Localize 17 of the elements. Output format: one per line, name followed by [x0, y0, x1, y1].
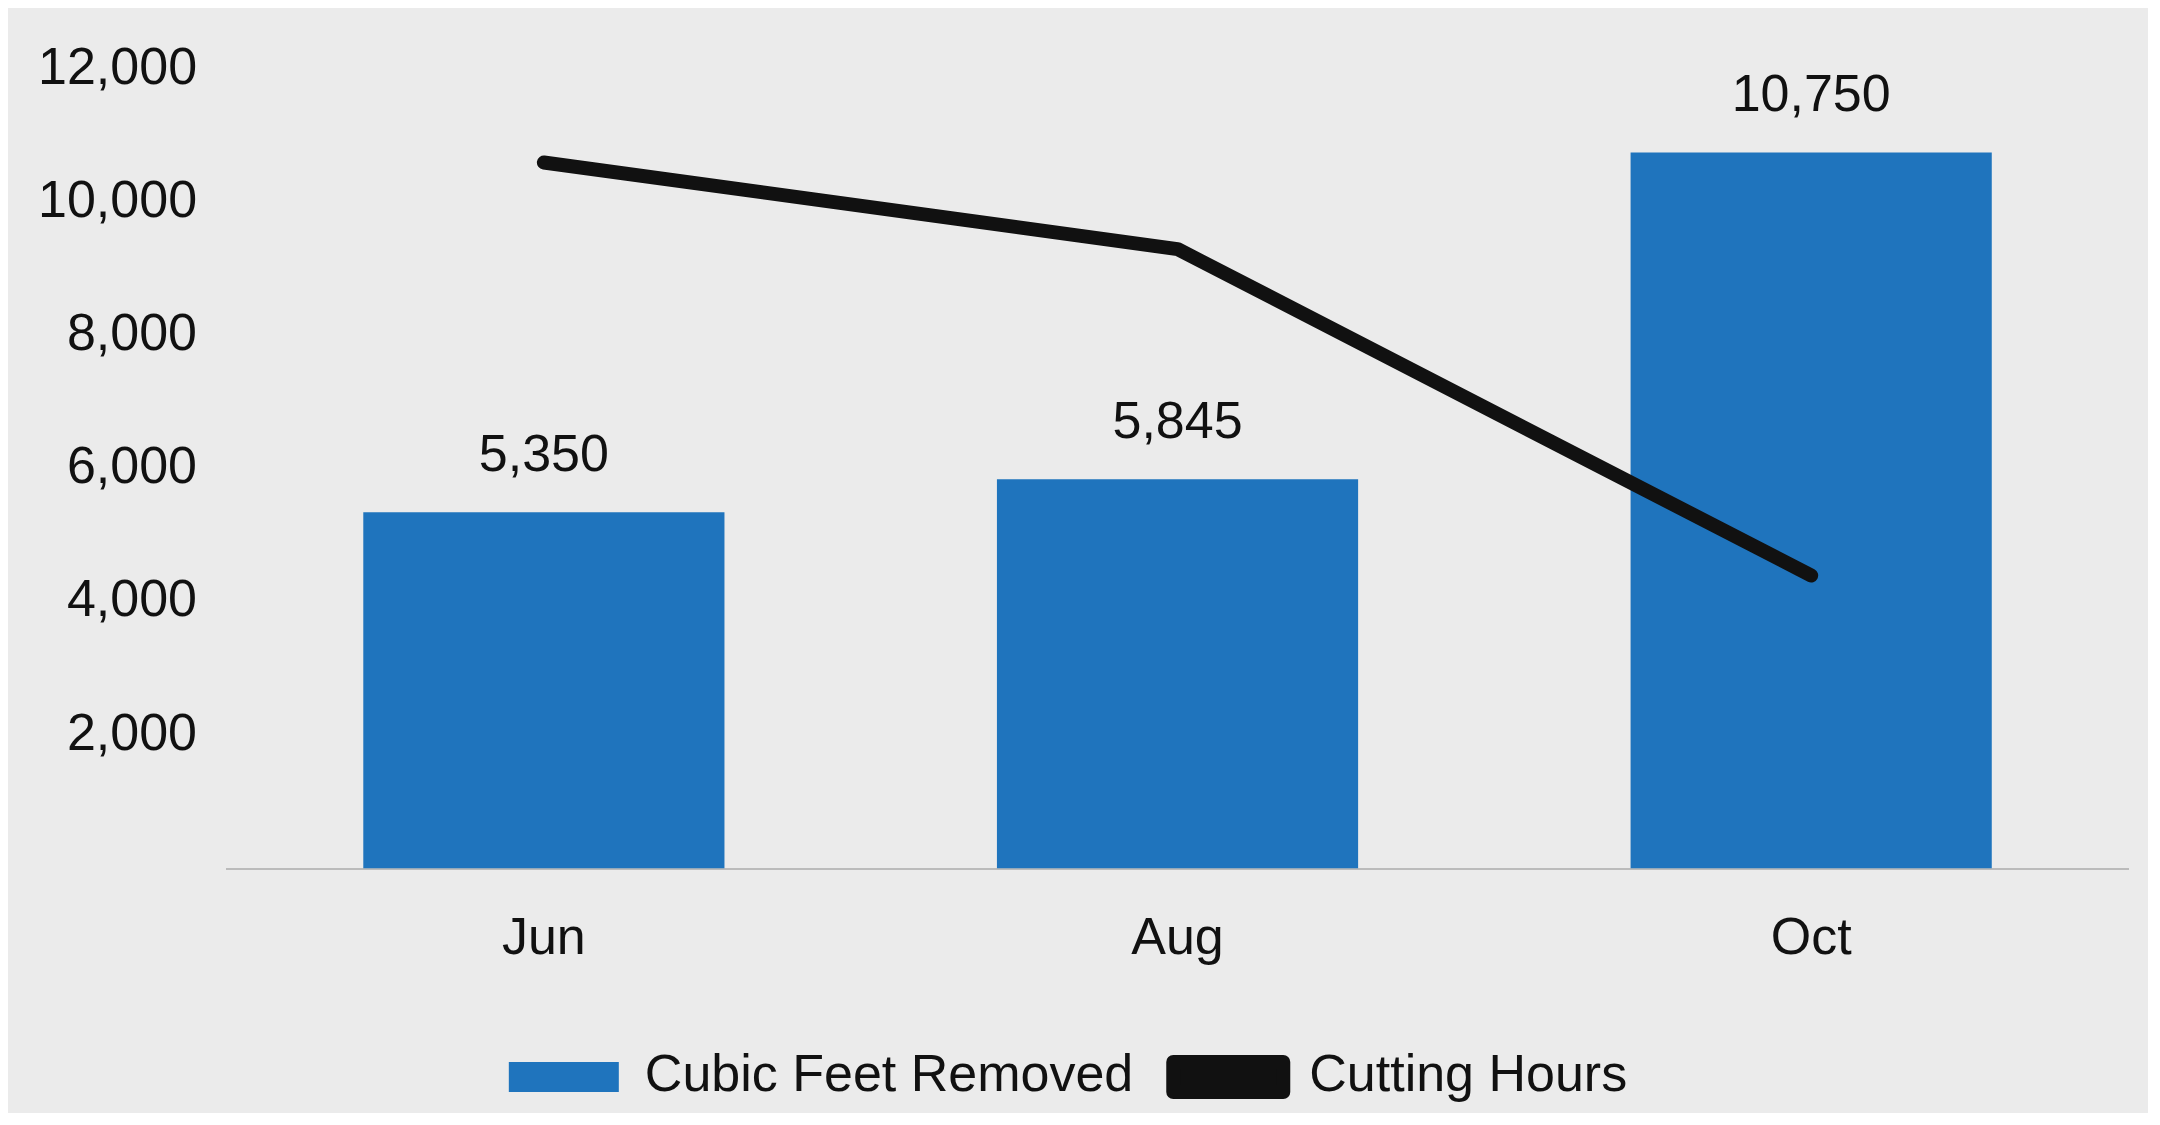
y-tick-label: 10,000: [38, 169, 198, 228]
x-tick-label: Jun: [501, 907, 586, 966]
y-tick-label: 12,000: [38, 36, 198, 95]
y-tick-label: 2,000: [66, 702, 198, 761]
x-tick-label: Aug: [1131, 907, 1224, 966]
bar: [1630, 152, 1992, 869]
y-tick-label: 8,000: [66, 303, 198, 362]
bar: [363, 512, 725, 869]
x-tick-label: Oct: [1770, 907, 1853, 966]
legend-label: Cubic Feet Removed: [644, 1044, 1134, 1103]
y-tick-label: 6,000: [66, 436, 198, 495]
data-label: 5,845: [1112, 390, 1243, 449]
legend-label: Cutting Hours: [1309, 1044, 1628, 1103]
data-label: 10,750: [1731, 63, 1891, 122]
data-label: 5,350: [478, 423, 609, 482]
bar: [996, 479, 1359, 869]
y-tick-label: 4,000: [66, 569, 198, 628]
